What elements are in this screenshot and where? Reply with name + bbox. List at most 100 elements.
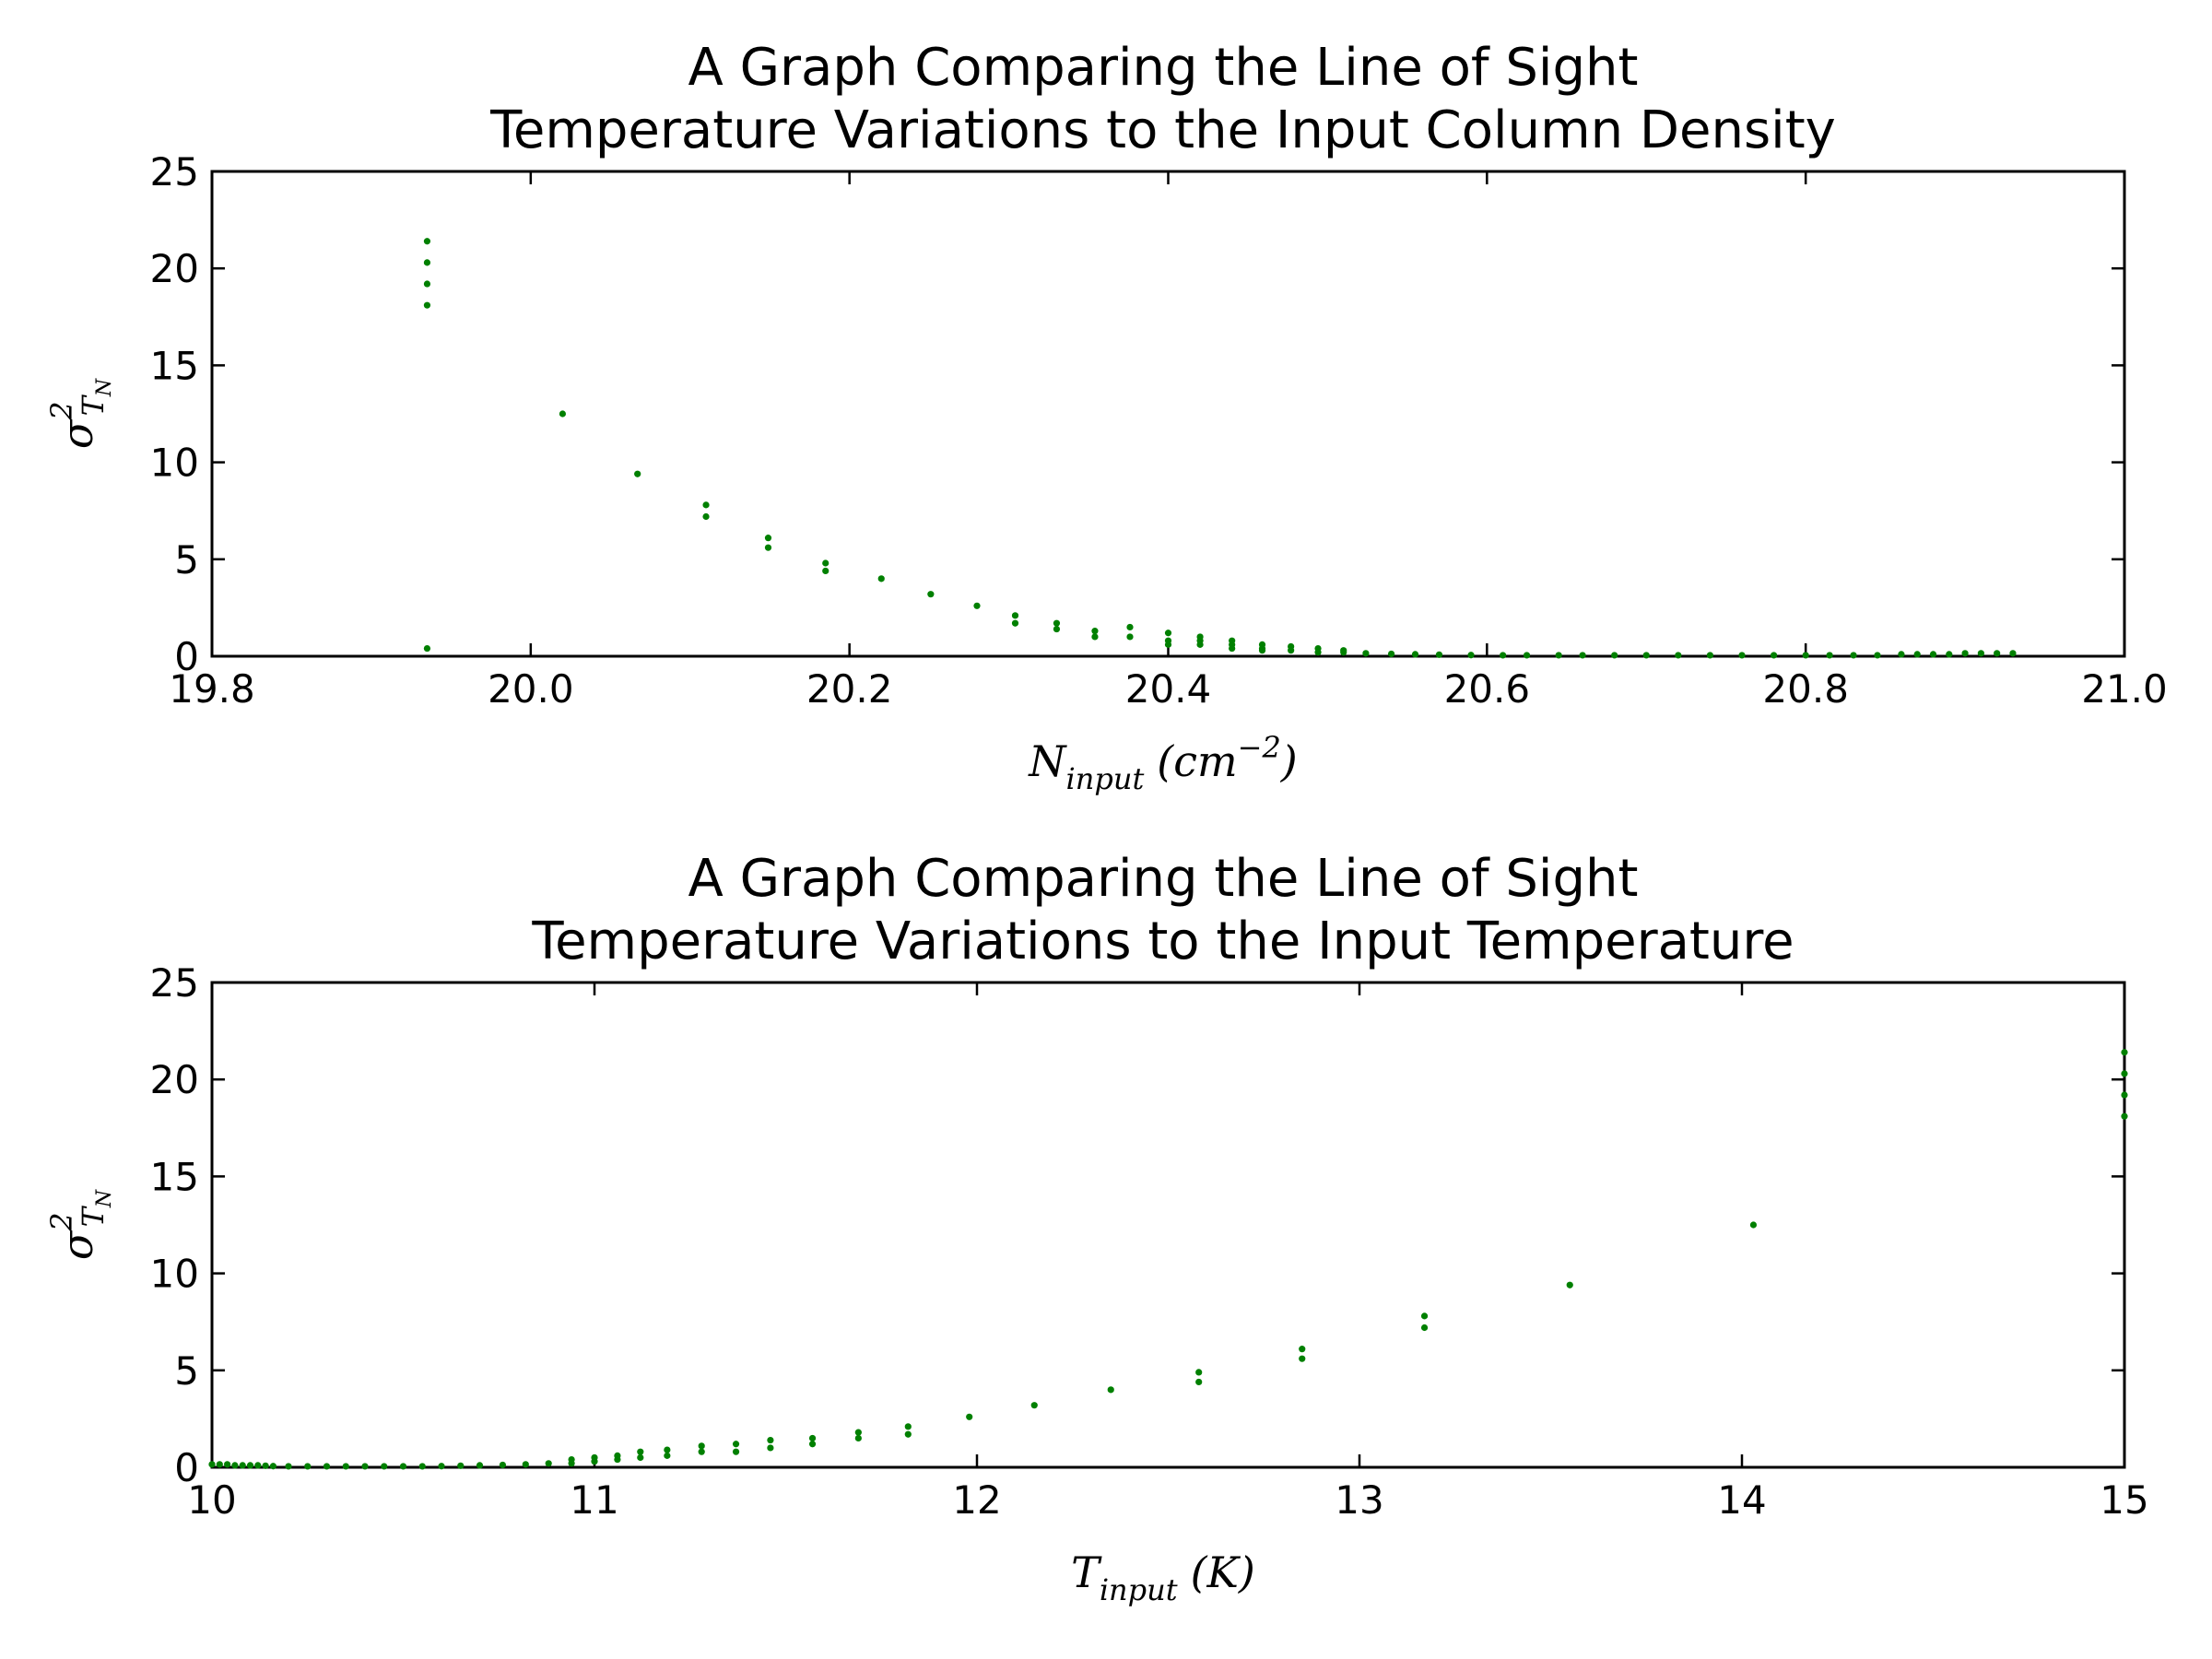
chart-top-data-point [1946, 651, 1953, 658]
chart-bottom-data-point [342, 1463, 349, 1470]
chart-bottom-title-line2: Temperature Variations to the Input Temp… [531, 912, 1794, 971]
chart-top-data-point [423, 259, 431, 266]
chart-bottom-data-point [323, 1463, 331, 1470]
chart-top-data-point [1411, 651, 1419, 658]
chart-top-data-point [1053, 619, 1061, 627]
chart-top-data-point [927, 591, 935, 598]
chart-top: A Graph Comparing the Line of Sight Temp… [44, 38, 2168, 796]
chart-top-data-point [1706, 652, 1714, 659]
chart-bottom-data-point [224, 1461, 231, 1468]
chart-top-data-point [1091, 628, 1099, 635]
chart-bottom-data-point [664, 1452, 671, 1459]
chart-top-data-point [1011, 612, 1019, 619]
chart-bottom-data-point [2121, 1112, 2128, 1120]
chart-bottom-data-point [399, 1463, 407, 1470]
chart-bottom-data-point [966, 1413, 973, 1420]
chart-top-ytick-label: 5 [174, 537, 199, 582]
chart-top-data-point [1898, 651, 1905, 658]
chart-top-data-point [2009, 650, 2017, 657]
chart-bottom-data-point [304, 1463, 312, 1470]
chart-top-data-point [822, 559, 830, 567]
chart-bottom-data-point [904, 1430, 912, 1438]
chart-top-data-point [1126, 623, 1134, 631]
chart-bottom-plot-frame [210, 981, 2126, 1469]
chart-bottom-data-point [1420, 1324, 1429, 1332]
chart-top-data-point [1288, 647, 1295, 654]
chart-top-data-point [1642, 652, 1650, 659]
chart-bottom-xtick-label: 15 [2100, 1477, 2148, 1523]
chart-bottom-data-point [698, 1448, 705, 1455]
chart-bottom-data-point [854, 1434, 862, 1442]
chart-bottom-data-point [438, 1463, 445, 1470]
chart-bottom-data-point [767, 1444, 774, 1452]
chart-top-xtick-label: 21.0 [2081, 666, 2168, 712]
chart-top-data-point [423, 301, 431, 309]
chart-top-data-point [1500, 652, 1507, 659]
chart-bottom-title-line1: A Graph Comparing the Line of Sight [688, 849, 1639, 909]
chart-bottom-data-point [231, 1462, 239, 1469]
chart-top-data-point [1011, 619, 1019, 627]
chart-top-title-line2: Temperature Variations to the Input Colu… [489, 100, 1836, 160]
chart-top-data-point [1362, 650, 1370, 657]
chart-bottom-data-point [457, 1462, 465, 1469]
chart-bottom-ytick-label: 0 [174, 1445, 199, 1490]
chart-top-points [423, 238, 2017, 659]
chart-top-data-point [559, 410, 567, 418]
chart-bottom-data-point [1420, 1312, 1429, 1320]
chart-top-data-point [1994, 650, 2001, 657]
chart-top-data-point [1229, 644, 1236, 653]
chart-bottom-data-point [1566, 1281, 1573, 1288]
chart-top-data-point [1738, 652, 1746, 659]
chart-top-title-line1: A Graph Comparing the Line of Sight [688, 38, 1639, 98]
chart-top-plot-frame [210, 170, 2126, 658]
chart-top-data-point [1874, 652, 1881, 659]
chart-bottom-data-point [499, 1461, 507, 1469]
chart-bottom-data-point [1195, 1378, 1203, 1386]
chart-bottom-points [208, 1049, 2128, 1470]
chart-bottom-data-point [614, 1455, 621, 1464]
chart-bottom-data-point [1749, 1221, 1758, 1229]
chart-bottom: A Graph Comparing the Line of Sight Temp… [44, 849, 2149, 1607]
chart-top-data-point [973, 602, 981, 609]
chart-top-xtick-label: 20.6 [1444, 666, 1531, 712]
chart-top-ytick-label: 15 [150, 343, 199, 388]
chart-top-data-point [1314, 649, 1322, 656]
chart-top-data-point [702, 501, 710, 509]
chart-top-data-point [423, 238, 431, 245]
chart-bottom-xtick-label: 14 [1717, 1477, 1766, 1523]
chart-top-data-point [764, 544, 772, 551]
chart-top-data-point [1435, 651, 1443, 658]
chart-top-data-point [1467, 652, 1475, 659]
chart-bottom-data-point [1107, 1386, 1114, 1394]
chart-bottom-xtick-label: 10 [187, 1477, 236, 1523]
chart-bottom-data-point [2121, 1070, 2128, 1077]
chart-bottom-data-point [208, 1461, 216, 1468]
chart-top-data-point [423, 280, 431, 288]
chart-top-data-point [764, 535, 772, 542]
chart-bottom-data-point [637, 1448, 644, 1455]
chart-top-xtick-label: 20.0 [488, 666, 574, 712]
chart-top-data-point [822, 567, 830, 575]
chart-bottom-data-point [568, 1460, 575, 1467]
chart-bottom-data-point [1299, 1346, 1306, 1353]
chart-bottom-data-point [239, 1462, 246, 1469]
chart-top-data-point [1164, 641, 1172, 648]
chart-bottom-data-point [808, 1441, 817, 1448]
chart-top-ylabel: σ2TN [44, 378, 116, 449]
chart-bottom-data-point [904, 1423, 912, 1430]
chart-top-data-point [1961, 650, 1969, 657]
chart-top-xtick-label: 20.2 [806, 666, 893, 712]
chart-bottom-data-point [664, 1446, 671, 1453]
chart-bottom-xtick-label: 13 [1335, 1477, 1383, 1523]
chart-bottom-ytick-label: 15 [150, 1154, 199, 1199]
chart-bottom-data-point [522, 1461, 529, 1468]
chart-top-data-point [1258, 647, 1266, 654]
chart-bottom-data-point [591, 1458, 598, 1465]
chart-top-data-point [1340, 649, 1347, 656]
chart-top-data-point [702, 512, 710, 521]
chart-bottom-data-point [1299, 1355, 1306, 1362]
chart-top-data-point [1611, 652, 1618, 659]
chart-bottom-data-point [418, 1463, 426, 1470]
chart-top-xtick-label: 19.8 [169, 666, 255, 712]
